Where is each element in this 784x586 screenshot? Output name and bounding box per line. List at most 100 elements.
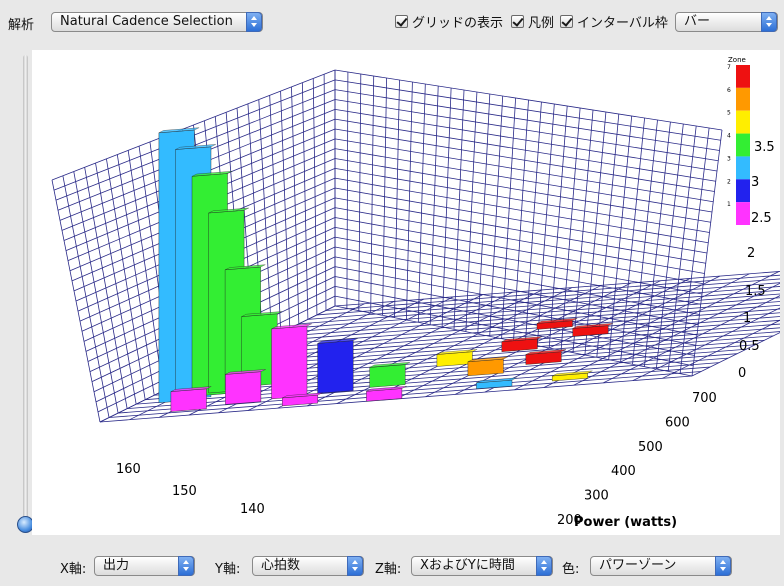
grid-line: [334, 167, 710, 233]
grid-line: [262, 301, 780, 343]
grid-line: [334, 138, 714, 203]
bar-top: [271, 323, 312, 330]
bar-front: [225, 371, 262, 405]
interval-checkbox[interactable]: インターバル枠: [560, 12, 668, 31]
grid-line: [691, 332, 780, 377]
grid-line: [334, 285, 695, 356]
bar-top: [536, 318, 578, 324]
z-tick-label: 3: [751, 175, 759, 190]
grid-line: [334, 108, 718, 172]
grid-line: [298, 286, 780, 325]
grid-line: [51, 69, 336, 181]
bar-top: [436, 349, 478, 355]
grid-checkbox-label: グリッドの表示: [412, 16, 504, 31]
legend-level: 1: [727, 201, 731, 208]
grid-line: [334, 256, 699, 326]
analysis-select[interactable]: Natural Cadence Selection: [51, 12, 263, 32]
bar-front: [271, 325, 308, 400]
grid-line: [334, 226, 703, 295]
grid-line: [289, 289, 780, 329]
chevron-updown-icon: [178, 556, 194, 576]
z-tick-label: 2.5: [751, 211, 772, 226]
x-axis-label: X軸:: [60, 562, 87, 577]
grid-line: [334, 197, 706, 264]
chevron-updown-icon: [347, 556, 363, 576]
z-tick-label: 2: [747, 246, 755, 261]
bar-top: [476, 377, 517, 383]
z-axis-select[interactable]: XおよびYに時間: [411, 556, 553, 576]
z-axis-value: XおよびYに時間: [420, 558, 515, 573]
rotation-slider-track[interactable]: [23, 55, 28, 525]
analysis-select-value: Natural Cadence Selection: [60, 14, 233, 29]
x-axis-title: Power (watts): [574, 515, 677, 530]
y-tick-label: 140: [240, 502, 265, 517]
bar-top: [525, 349, 567, 355]
legend-checkbox-label: 凡例: [528, 16, 555, 31]
grid-line: [334, 128, 715, 192]
chart-mode-select[interactable]: バー: [675, 12, 778, 32]
bar-top: [225, 369, 266, 375]
x-tick-label: 200: [557, 513, 582, 528]
grid-line: [334, 271, 780, 307]
bar-top: [501, 336, 543, 342]
legend-level: 5: [727, 110, 731, 117]
interval-checkbox-label: インターバル枠: [577, 16, 668, 31]
legend-swatch: [736, 65, 750, 88]
chart-mode-value: バー: [684, 14, 711, 29]
chart-bars: [158, 127, 613, 412]
z-tick-label: 0: [738, 366, 746, 381]
grid-line: [334, 207, 705, 274]
y-axis-select[interactable]: 心拍数: [252, 556, 364, 576]
bar-top: [170, 386, 212, 392]
bar-top: [369, 362, 410, 368]
grid-line: [118, 366, 711, 414]
legend-level: 4: [727, 133, 731, 140]
color-value: パワーゾーン: [599, 558, 677, 573]
grid-line: [271, 297, 780, 338]
bar-top: [572, 323, 613, 329]
legend-level: 2: [727, 178, 731, 185]
chevron-updown-icon: [761, 12, 777, 32]
legend-checkbox[interactable]: 凡例: [511, 12, 554, 31]
checkmark-icon: [395, 15, 408, 28]
grid-line: [334, 69, 723, 131]
x-tick-label: 300: [584, 489, 609, 504]
bar-top: [158, 127, 200, 133]
bar-front: [170, 388, 207, 412]
bar-top: [317, 338, 358, 344]
bar-top: [208, 207, 249, 214]
bar-top: [552, 370, 593, 377]
grid-line: [334, 118, 716, 182]
grid-line: [55, 89, 336, 201]
color-select[interactable]: パワーゾーン: [590, 556, 732, 576]
checkmark-icon: [511, 15, 524, 28]
grid-line: [334, 246, 700, 315]
y-tick-label: 160: [116, 462, 141, 477]
legend-level: 6: [727, 87, 731, 94]
bar-front: [369, 364, 406, 388]
grid-line: [334, 236, 701, 305]
grid-line: [334, 79, 721, 141]
grid-checkbox[interactable]: グリッドの表示: [395, 12, 503, 31]
grid-line: [334, 99, 719, 162]
checkmark-icon: [560, 15, 573, 28]
x-axis-select[interactable]: 出力: [94, 556, 195, 576]
grid-line: [334, 158, 711, 223]
grid-line: [307, 282, 780, 320]
bar-top: [225, 264, 266, 270]
bar-front: [317, 340, 354, 394]
chevron-updown-icon: [536, 556, 552, 576]
legend-title: Zone: [728, 56, 746, 64]
legend-swatch: [736, 156, 750, 180]
grid-line: [316, 278, 780, 316]
legend-swatch: [736, 87, 750, 111]
legend-swatch: [736, 179, 750, 203]
grid-line: [334, 89, 720, 151]
color-label: 色:: [562, 562, 580, 577]
legend-level: 3: [727, 155, 731, 162]
z-tick-label: 0.5: [739, 339, 760, 354]
grid-line: [280, 293, 780, 334]
bar-top: [366, 386, 407, 392]
